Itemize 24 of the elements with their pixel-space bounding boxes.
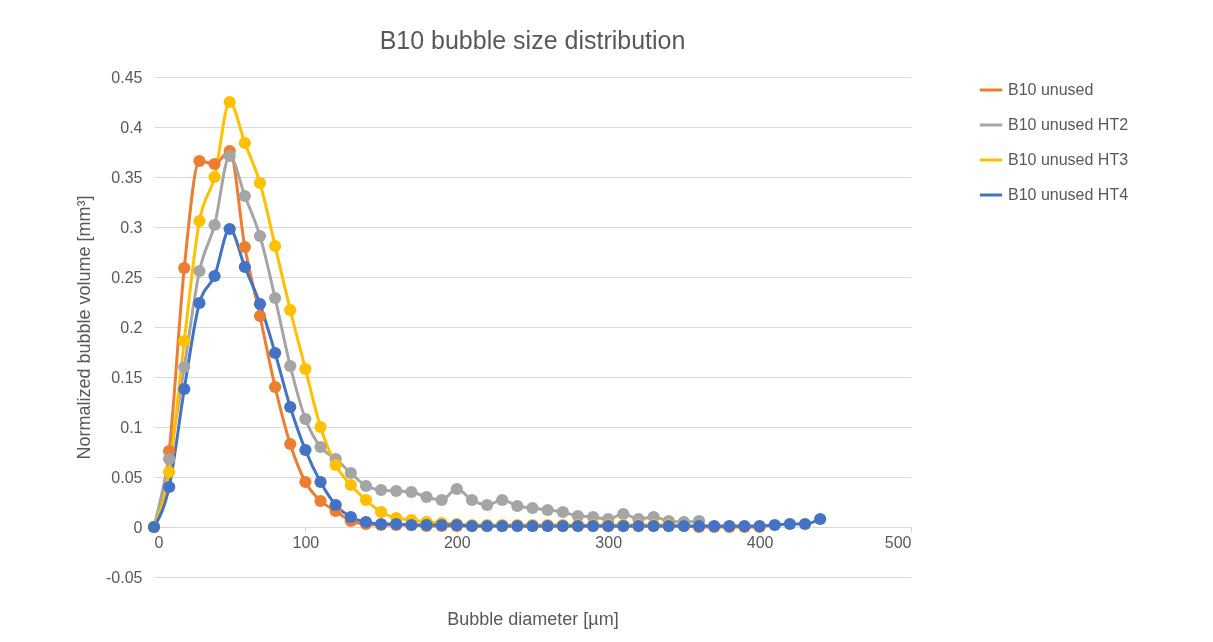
- x-tick-label: 300: [595, 533, 623, 551]
- y-axis-title: Normalized bubble volume [mm³]: [74, 195, 95, 460]
- y-tick-label: 0.25: [111, 268, 143, 286]
- y-tick-label: 0.1: [120, 418, 143, 436]
- chart-title: B10 bubble size distribution: [379, 26, 686, 54]
- y-tick-label: 0.35: [111, 168, 143, 186]
- legend-label: B10 unused HT4: [1008, 186, 1129, 203]
- legend-label: B10 unused HT2: [1008, 116, 1129, 133]
- y-tick-label: 0: [133, 518, 143, 536]
- x-tick-label: 400: [746, 533, 774, 551]
- x-axis-title: Bubble diameter [µm]: [447, 608, 619, 629]
- x-tick-label: 0: [154, 533, 164, 551]
- x-tick-label: 500: [884, 533, 912, 551]
- x-tick-label: 200: [443, 533, 471, 551]
- y-tick-label: 0.4: [120, 118, 143, 136]
- y-tick-label: 0.45: [111, 68, 143, 86]
- y-tick-label: 0.3: [120, 218, 143, 236]
- x-tick-label: 100: [292, 533, 320, 551]
- y-tick-label: 0.2: [120, 318, 143, 336]
- legend-label: B10 unused: [1008, 81, 1094, 98]
- y-tick-label: 0.05: [111, 468, 143, 486]
- legend-label: B10 unused HT3: [1008, 151, 1129, 168]
- y-tick-label: -0.05: [106, 568, 143, 586]
- y-tick-label: 0.15: [111, 368, 143, 386]
